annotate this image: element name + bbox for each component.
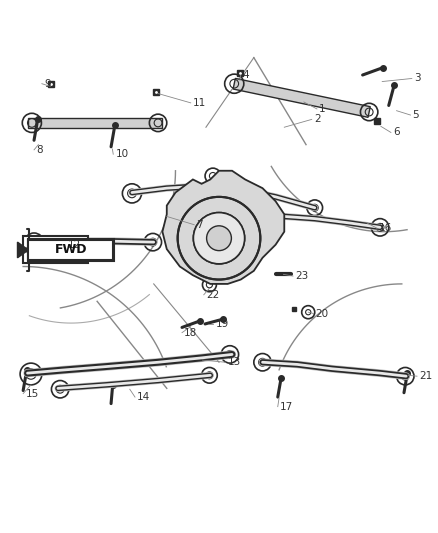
- Polygon shape: [18, 242, 28, 258]
- Text: 8: 8: [36, 145, 43, 155]
- Text: 23: 23: [295, 271, 308, 281]
- Text: 18: 18: [184, 328, 198, 337]
- Text: 14: 14: [137, 392, 150, 402]
- Text: FWD: FWD: [53, 244, 84, 256]
- Text: 4: 4: [243, 70, 250, 80]
- Text: 10: 10: [116, 149, 128, 159]
- Text: 2: 2: [314, 115, 321, 124]
- Text: 21: 21: [419, 371, 432, 381]
- Text: FWD: FWD: [44, 244, 76, 256]
- Polygon shape: [162, 171, 284, 284]
- Text: 13: 13: [228, 357, 241, 367]
- Text: 9: 9: [44, 79, 51, 88]
- Text: FWD: FWD: [55, 244, 87, 256]
- Polygon shape: [28, 118, 162, 128]
- Text: 6: 6: [393, 127, 400, 138]
- Text: 5: 5: [413, 110, 419, 120]
- Polygon shape: [233, 78, 370, 117]
- Text: 20: 20: [316, 309, 329, 319]
- Text: 7: 7: [196, 220, 203, 230]
- FancyBboxPatch shape: [28, 240, 113, 260]
- Text: 12: 12: [67, 240, 81, 250]
- Circle shape: [193, 213, 245, 264]
- Text: 15: 15: [25, 389, 39, 399]
- Text: 19: 19: [215, 319, 229, 329]
- Circle shape: [207, 226, 231, 251]
- Text: 1: 1: [319, 104, 326, 114]
- Circle shape: [207, 226, 231, 251]
- Text: 16: 16: [379, 223, 392, 233]
- Text: 22: 22: [206, 290, 219, 300]
- Text: 3: 3: [414, 74, 420, 84]
- Text: 17: 17: [280, 402, 293, 411]
- Text: 11: 11: [193, 98, 206, 108]
- FancyBboxPatch shape: [28, 239, 114, 261]
- FancyBboxPatch shape: [23, 237, 88, 263]
